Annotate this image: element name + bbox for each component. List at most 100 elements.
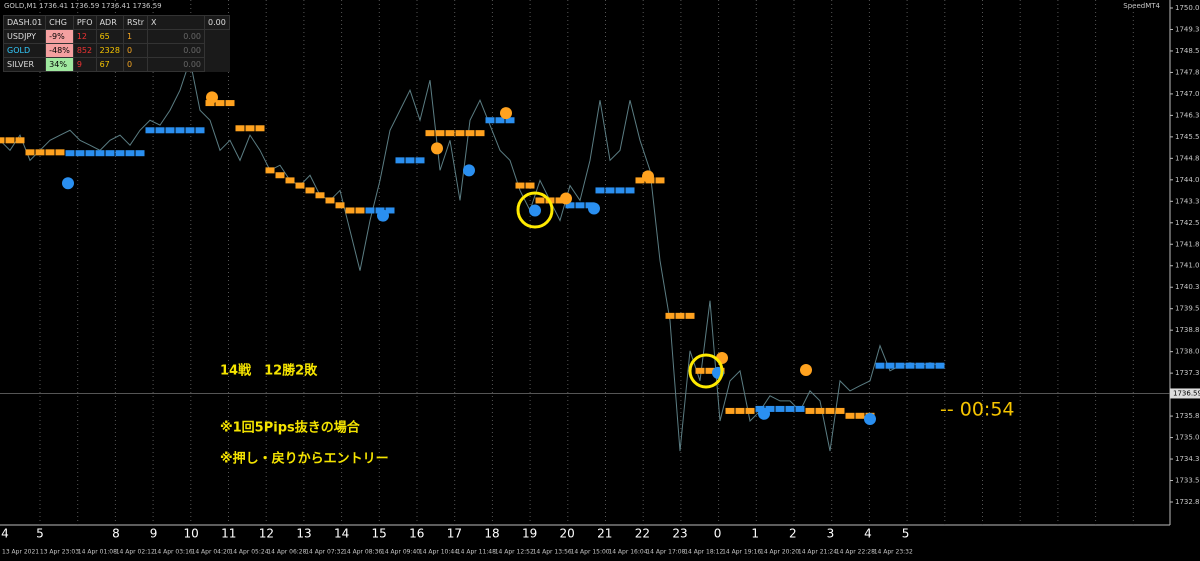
brand: SpeedMT4	[1123, 2, 1160, 10]
current-price: 1736.59	[1173, 389, 1200, 397]
buy-dots	[62, 177, 74, 190]
buy-step	[905, 362, 915, 369]
cell: 65	[95, 29, 124, 44]
sell-dots	[560, 192, 572, 205]
sell-step	[285, 177, 295, 184]
sell-step	[335, 202, 345, 209]
hour-label: 17	[447, 527, 462, 541]
time-label: 14 Apr 07:32	[305, 549, 344, 556]
y-tick-label: 1744.05	[1175, 176, 1200, 184]
y-tick-label: 1744.80	[1175, 154, 1200, 162]
sell-step	[855, 412, 865, 419]
hour-label: 16	[409, 527, 424, 541]
y-tick-label: 1747.05	[1175, 90, 1200, 98]
buy-dots	[529, 204, 541, 217]
buy-step	[395, 157, 405, 164]
hour-label: 9	[150, 527, 158, 541]
hour-label: 14	[334, 527, 349, 541]
buy-dots	[463, 164, 475, 177]
hour-label: 12	[259, 527, 274, 541]
cell: GOLD	[2, 43, 47, 58]
sell-step	[205, 100, 215, 107]
sell-step	[735, 407, 745, 414]
sell-step	[355, 207, 365, 214]
cell: RStr	[122, 15, 149, 30]
time-label: 14 Apr 02:12	[116, 549, 155, 556]
buy-dots	[758, 407, 770, 420]
sell-dots	[206, 91, 218, 104]
hour-label: 19	[522, 527, 537, 541]
y-tick-label: 1732.80	[1175, 498, 1200, 506]
y-tick-label: 1745.55	[1175, 133, 1200, 141]
buy-step	[115, 150, 125, 157]
time-label: 14 Apr 15:00	[571, 549, 610, 556]
sell-dots	[800, 363, 812, 376]
sell-step	[665, 312, 675, 319]
time-label: 14 Apr 04:20	[192, 549, 231, 556]
sell-step	[825, 407, 835, 414]
buy-step	[185, 127, 195, 134]
sell-step	[705, 367, 715, 374]
hour-label: 20	[560, 527, 575, 541]
sell-step	[815, 407, 825, 414]
time-label: 14 Apr 01:08	[78, 549, 117, 556]
sell-step	[245, 125, 255, 132]
buy-step	[755, 405, 765, 412]
buy-step	[105, 150, 115, 157]
y-tick-label: 1735.05	[1175, 434, 1200, 442]
buy-step	[145, 127, 155, 134]
sell-dots	[431, 142, 443, 155]
hour-label: 21	[597, 527, 612, 541]
buy-step	[625, 187, 635, 194]
cell: SILVER	[2, 57, 47, 72]
y-tick-label: 1738.80	[1175, 326, 1200, 334]
sell-step	[675, 312, 685, 319]
sell-step	[0, 137, 5, 144]
time-label: 14 Apr 23:32	[874, 549, 913, 556]
buy-step	[875, 362, 885, 369]
sell-step	[305, 187, 315, 194]
sell-step	[725, 407, 735, 414]
buy-step	[765, 405, 775, 412]
dash-row: GOLD -48% 852 2328 0 0.00	[2, 43, 230, 58]
buy-step	[935, 362, 945, 369]
sell-dots	[500, 107, 512, 120]
sell-step	[465, 130, 475, 137]
y-tick-label: 1749.30	[1175, 25, 1200, 33]
dashboard: DASH.01 CHG PFO ADR RStr X 0.00 USDJPY -9% 12 65 1 0…	[2, 15, 230, 72]
time-label: 14 Apr 16:04	[608, 549, 647, 556]
sell-step	[525, 182, 535, 189]
y-tick-label: 1741.80	[1175, 240, 1200, 248]
buy-dots	[377, 209, 389, 222]
sell-step	[295, 182, 305, 189]
price-line	[0, 58, 941, 452]
y-tick-label: 1738.05	[1175, 348, 1200, 356]
hour-label: 0	[714, 527, 722, 541]
time-label: 14 Apr 05:24	[229, 549, 268, 556]
buy-step	[925, 362, 935, 369]
dash-header: DASH.01 CHG PFO ADR RStr X 0.00	[2, 15, 230, 30]
hour-label: 22	[635, 527, 650, 541]
buy-step	[155, 127, 165, 134]
buy-dots	[864, 412, 876, 425]
price-tag	[1170, 388, 1200, 399]
sell-step	[275, 172, 285, 179]
cell: 0.00	[147, 57, 205, 72]
time-label: 14 Apr 10:44	[419, 549, 458, 556]
cell: CHG	[45, 15, 74, 30]
buy-step	[505, 117, 515, 124]
sell-step	[255, 125, 265, 132]
hour-label: 23	[672, 527, 687, 541]
sell-step	[635, 177, 645, 184]
sell-step	[55, 149, 65, 156]
buy-step	[615, 187, 625, 194]
buy-step	[595, 187, 605, 194]
time-label: 14 Apr 21:24	[798, 549, 837, 556]
highlight-circle	[688, 353, 724, 389]
sell-step	[745, 407, 755, 414]
buy-step	[365, 207, 375, 214]
sell-step	[535, 197, 545, 204]
sell-step	[425, 130, 435, 137]
y-tick-label: 1733.55	[1175, 477, 1200, 485]
